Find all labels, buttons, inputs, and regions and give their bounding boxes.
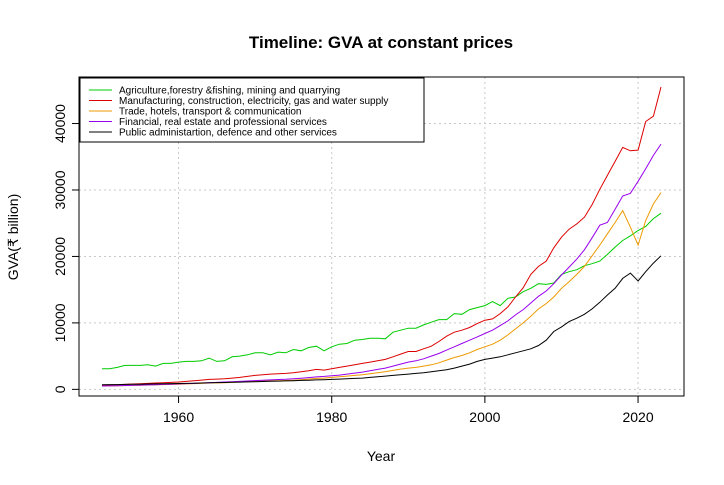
legend-label-0: Agriculture,forestry &fishing, mining an… — [119, 86, 340, 97]
legend-box — [79, 77, 425, 143]
x-tick-label: 1980 — [316, 409, 347, 425]
y-axis-label: GVA(₹ billion) — [5, 194, 21, 280]
series-line-0 — [102, 212, 662, 370]
legend-label-3: Financial, real estate and professional … — [119, 117, 327, 128]
y-tick-label: 20000 — [52, 237, 68, 276]
series-line-2 — [101, 192, 662, 387]
plot-frame — [78, 76, 685, 397]
y-tick-label: 30000 — [52, 170, 68, 209]
series-line-1 — [101, 86, 662, 386]
y-tick-label: 0 — [52, 385, 68, 393]
legend-label-2: Trade, hotels, transport & communication — [119, 107, 302, 118]
y-tick-label: 40000 — [52, 104, 68, 143]
x-tick-label: 2000 — [469, 409, 500, 425]
x-tick-label: 1960 — [163, 409, 194, 425]
chart-title: Timeline: GVA at constant prices — [249, 33, 513, 52]
series-line-3 — [101, 143, 662, 387]
y-tick-label: 10000 — [52, 303, 68, 342]
x-tick-label: 2020 — [622, 409, 653, 425]
y-axis: 0 10000 20000 30000 40000 — [52, 104, 79, 393]
legend-label-4: Public administartion, defence and other… — [119, 128, 337, 139]
x-axis-label: Year — [367, 448, 396, 464]
x-axis: 1960 1980 2000 2020 — [163, 396, 654, 425]
legend-label-1: Manufacturing, construction, electricity… — [119, 96, 388, 107]
legend: Agriculture,forestry &fishing, mining an… — [79, 77, 425, 143]
series-line-4 — [101, 255, 662, 386]
series-lines — [101, 86, 662, 387]
